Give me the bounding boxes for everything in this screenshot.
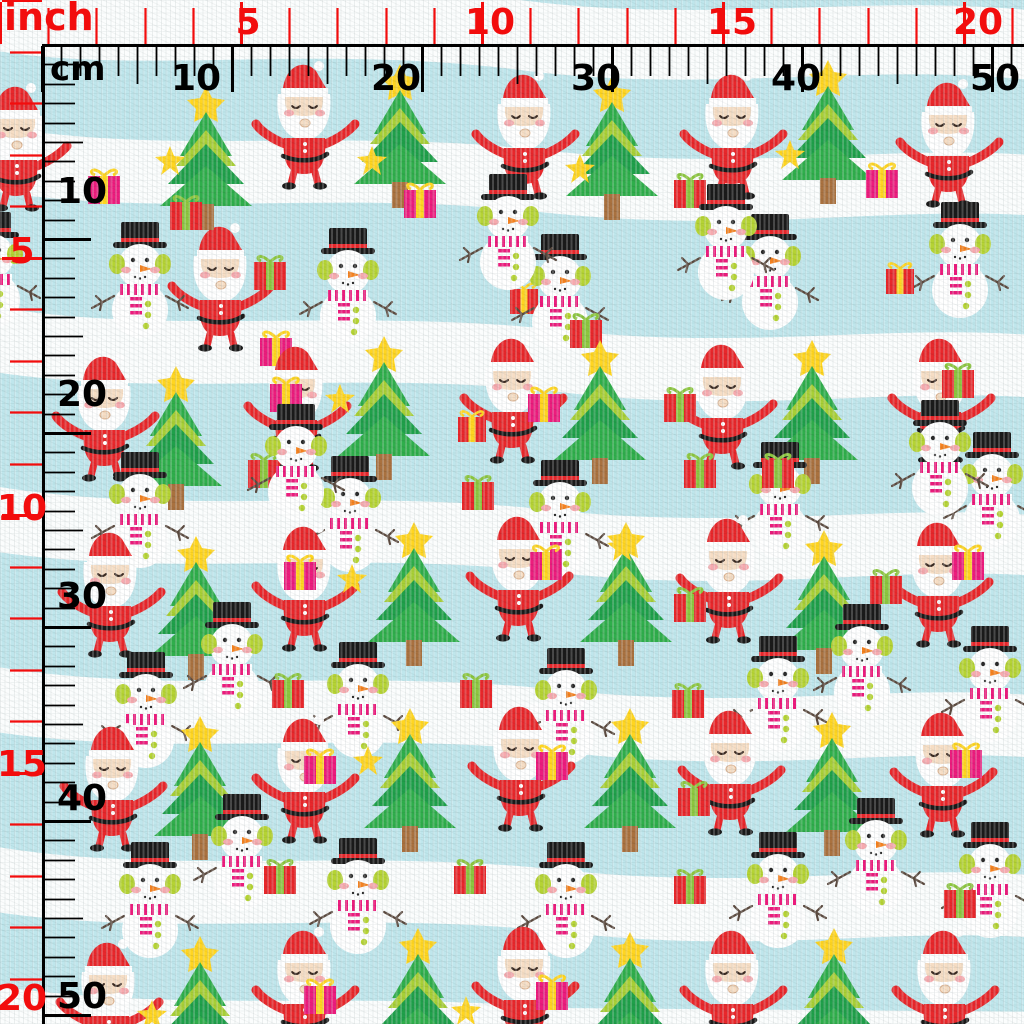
swatch-preview: 5 10 15 20 5 10 15 20 10 20 30 40 50 10 20 30 40 50 in… [0, 0, 1024, 1024]
fabric-pattern [0, 0, 1024, 1024]
fabric-swatch [0, 0, 1024, 1024]
